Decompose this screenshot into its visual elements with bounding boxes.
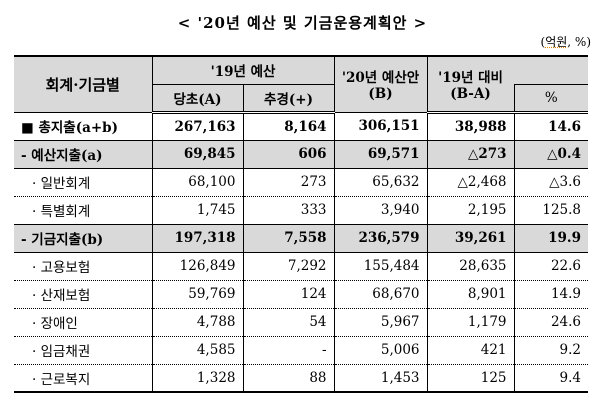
header-compare-spacer — [514, 55, 589, 84]
row-label: · 임금채권 — [14, 336, 153, 365]
cell-supp: 124 — [242, 280, 335, 309]
header-budget19: '19년 예산 — [151, 55, 335, 85]
table-row: · 임금채권 4,585 - 5,006 421 9.2 — [14, 336, 589, 365]
cell-pct: △0.4 — [513, 140, 589, 169]
cell-diff: 8,901 — [426, 280, 515, 309]
cell-proposal: 236,579 — [333, 224, 428, 253]
cell-proposal: 69,571 — [333, 140, 428, 169]
header-compare: '19년 대비 (B-A) — [426, 55, 515, 114]
row-label: - 예산지출(a) — [14, 140, 153, 169]
cell-diff: 28,635 — [426, 252, 515, 281]
budget-table: 회계·기금별 '19년 예산 '20년 예산안 (B) '19년 대비 (B-A) … — [14, 55, 589, 393]
cell-initial: 197,318 — [151, 224, 244, 253]
cell-supp: 273 — [242, 168, 335, 197]
row-label: · 장애인 — [14, 308, 153, 337]
table-row: · 고용보험 126,849 7,292 155,484 28,635 22.6 — [14, 252, 589, 281]
cell-initial: 59,769 — [151, 280, 244, 309]
cell-initial: 69,845 — [151, 140, 244, 169]
table-row: - 예산지출(a) 69,845 606 69,571 △273 △0.4 — [14, 140, 589, 169]
row-label: - 기금지출(b) — [14, 224, 153, 253]
cell-initial: 1,328 — [151, 364, 244, 393]
header-proposal20: '20년 예산안 (B) — [333, 55, 428, 113]
cell-supp: 7,558 — [242, 224, 335, 253]
cell-diff: 1,179 — [426, 308, 515, 337]
cell-initial: 4,788 — [151, 308, 244, 337]
table-row: · 근로복지 1,328 88 1,453 125 9.4 — [14, 364, 589, 393]
header-initial: 당초(A) — [151, 84, 244, 114]
row-label: · 일반회계 — [14, 168, 153, 197]
cell-supp: 88 — [242, 364, 335, 393]
table-row: · 일반회계 68,100 273 65,632 △2,468 △3.6 — [14, 168, 589, 197]
cell-supp: 8,164 — [242, 112, 335, 141]
table-row: · 산재보험 59,769 124 68,670 8,901 14.9 — [14, 280, 589, 309]
unit-word: 억원 — [545, 35, 568, 49]
cell-proposal: 5,967 — [333, 308, 428, 337]
table-row: - 기금지출(b) 197,318 7,558 236,579 39,261 1… — [14, 224, 589, 253]
cell-initial: 1,745 — [151, 196, 244, 225]
row-label: · 고용보험 — [14, 252, 153, 281]
cell-pct: 19.9 — [513, 224, 589, 253]
cell-pct: 14.6 — [513, 112, 589, 141]
cell-diff: 421 — [426, 336, 515, 365]
row-label: ■ 총지출(a+b) — [14, 112, 153, 141]
table-row: ■ 총지출(a+b) 267,163 8,164 306,151 38,988 … — [14, 112, 589, 141]
cell-diff: 39,261 — [426, 224, 515, 253]
cell-diff: 38,988 — [426, 112, 515, 141]
cell-pct: 24.6 — [513, 308, 589, 337]
cell-supp: 54 — [242, 308, 335, 337]
cell-pct: 125.8 — [513, 196, 589, 225]
table-row: · 특별회계 1,745 333 3,940 2,195 125.8 — [14, 196, 589, 225]
cell-diff: △2,468 — [426, 168, 515, 197]
cell-initial: 126,849 — [151, 252, 244, 281]
cell-pct: 14.9 — [513, 280, 589, 309]
cell-pct: 9.2 — [513, 336, 589, 365]
table-row: · 장애인 4,788 54 5,967 1,179 24.6 — [14, 308, 589, 337]
cell-supp: - — [242, 336, 335, 365]
cell-initial: 267,163 — [151, 112, 244, 141]
cell-proposal: 155,484 — [333, 252, 428, 281]
cell-proposal: 3,940 — [333, 196, 428, 225]
cell-proposal: 5,006 — [333, 336, 428, 365]
cell-supp: 7,292 — [242, 252, 335, 281]
cell-supp: 333 — [242, 196, 335, 225]
cell-pct: 22.6 — [513, 252, 589, 281]
unit-label: (억원, %) — [540, 35, 592, 49]
cell-diff: △273 — [426, 140, 515, 169]
header-percent: % — [513, 83, 589, 114]
cell-initial: 4,585 — [151, 336, 244, 365]
row-label: · 산재보험 — [14, 280, 153, 309]
cell-proposal: 65,632 — [333, 168, 428, 197]
cell-supp: 606 — [242, 140, 335, 169]
cell-initial: 68,100 — [151, 168, 244, 197]
row-label: · 근로복지 — [14, 364, 153, 393]
row-label: · 특별회계 — [14, 196, 153, 225]
header-category: 회계·기금별 — [14, 55, 153, 113]
cell-proposal: 306,151 — [333, 112, 428, 141]
cell-pct: △3.6 — [513, 168, 589, 197]
cell-diff: 2,195 — [426, 196, 515, 225]
document-title: < '20년 예산 및 기금운용계획안 > — [177, 14, 428, 32]
header-supplementary: 추경(+) — [242, 84, 335, 114]
cell-pct: 9.4 — [513, 364, 589, 393]
cell-proposal: 68,670 — [333, 280, 428, 309]
cell-diff: 125 — [426, 364, 515, 393]
cell-proposal: 1,453 — [333, 364, 428, 393]
